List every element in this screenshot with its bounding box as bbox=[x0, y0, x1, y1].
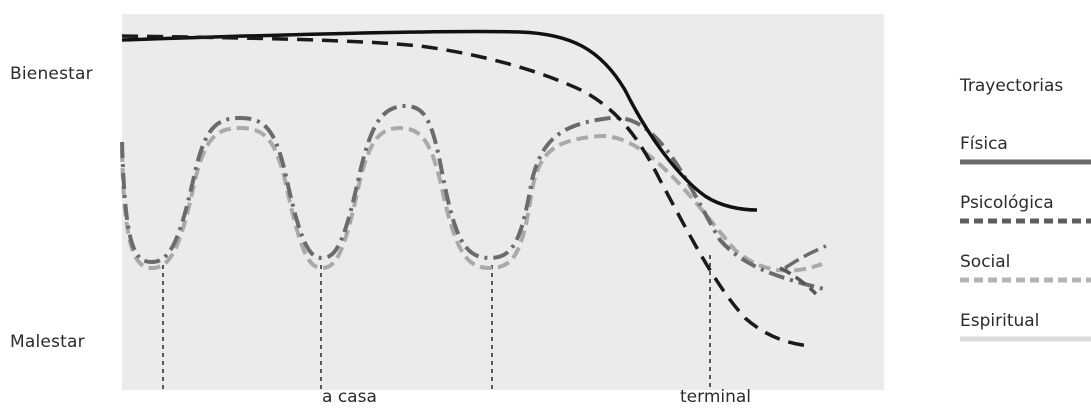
spiritual-trajectory bbox=[120, 103, 829, 292]
legend-label-spiritual: Espiritual bbox=[960, 311, 1040, 331]
legend-title: Trayectorias bbox=[960, 76, 1064, 96]
legend-item-physical: Física bbox=[960, 134, 1091, 193]
psychological-trajectory bbox=[121, 34, 811, 348]
legend-label-physical: Física bbox=[960, 134, 1008, 154]
legend-label-social: Social bbox=[960, 252, 1011, 272]
legend-label-psychological: Psicológica bbox=[960, 193, 1054, 213]
legend-item-psychological: Psicológica bbox=[960, 193, 1091, 252]
legend-swatch-social bbox=[960, 277, 1091, 283]
legend-swatch-physical bbox=[960, 159, 1091, 165]
distress-axis-label: Malestar bbox=[10, 332, 85, 352]
social-trajectory bbox=[120, 125, 823, 273]
marker-label-home: a casa bbox=[322, 387, 377, 407]
spiritual-branch-up bbox=[784, 244, 827, 270]
legend-swatch-psychological bbox=[960, 218, 1091, 224]
wellbeing-axis-label: Bienestar bbox=[10, 64, 93, 84]
legend: Trayectorias Física Psicológica Social E… bbox=[960, 76, 1091, 370]
social-branch-down bbox=[779, 266, 818, 296]
legend-item-social: Social bbox=[960, 252, 1091, 311]
marker-label-terminal: terminal bbox=[680, 387, 752, 407]
physical-trajectory bbox=[121, 29, 758, 212]
legend-item-spiritual: Espiritual bbox=[960, 311, 1091, 370]
legend-swatch-spiritual bbox=[960, 336, 1091, 342]
